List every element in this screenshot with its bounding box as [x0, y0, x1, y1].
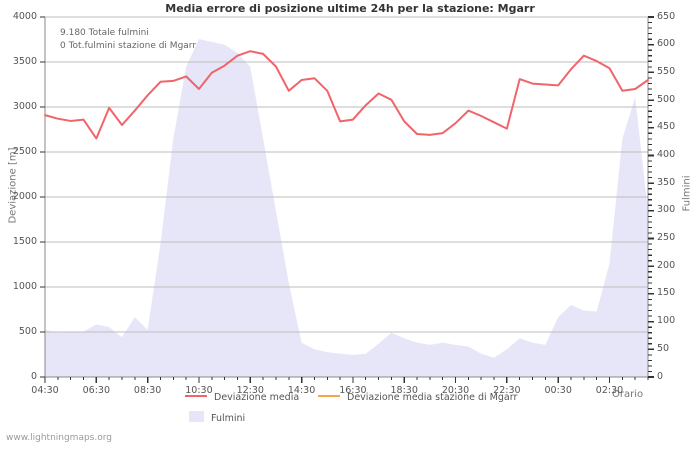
x-axis-tick-1230: 12:30 — [236, 385, 264, 396]
y-axis-left-tick-3500: 3500 — [12, 55, 37, 67]
legend-label-deviazione-media-stazione: Deviazione media stazione di Mgarr — [347, 392, 518, 403]
legend-swatch-fulmini — [189, 411, 204, 422]
x-axis-tick-0430: 04:30 — [31, 385, 59, 396]
y-axis-left-tick-500: 500 — [18, 325, 37, 337]
x-axis-tick-0830: 08:30 — [133, 385, 162, 396]
legend-item-fulmini[interactable]: Fulmini — [185, 411, 245, 424]
y-axis-left-tick-2000: 2000 — [12, 190, 37, 202]
y-axis-right-tick-500: 500 — [657, 93, 676, 105]
y-axis-left-tick-1000: 1000 — [12, 280, 37, 292]
y-axis-left-tick-1500: 1500 — [12, 235, 37, 247]
y-axis-right-tick-450: 450 — [657, 121, 676, 133]
legend-swatch-deviazione-media-stazione — [318, 395, 340, 397]
y-axis-right-tick-0: 0 — [657, 370, 664, 382]
chart-title: Media errore di posizione ultime 24h per… — [165, 2, 535, 15]
y-axis-right-tick-250: 250 — [657, 232, 676, 244]
x-axis-tick-1830: 18:30 — [390, 385, 418, 396]
x-axis-title: Orario — [612, 389, 644, 400]
y-axis-left-tick-3000: 3000 — [12, 100, 37, 112]
x-axis-tick-0030: 00:30 — [544, 385, 572, 396]
y-axis-right-tick-550: 550 — [657, 65, 676, 77]
x-axis-tick-0230: 02:30 — [595, 385, 624, 396]
x-axis-tick-0630: 06:30 — [82, 385, 110, 396]
x-axis-tick-1430: 14:30 — [287, 385, 316, 396]
y-axis-right-tick-350: 350 — [657, 176, 676, 188]
legend-label-deviazione-media: Deviazione media — [214, 392, 300, 403]
y-axis-left-tick-2500: 2500 — [12, 145, 37, 157]
y-axis-left-tick-0: 0 — [30, 370, 37, 382]
legend-item-deviazione-media-stazione[interactable]: Deviazione media stazione di Mgarr — [318, 392, 517, 403]
y-axis-right-tick-600: 600 — [657, 38, 676, 50]
y-axis-left-tick-4000: 4000 — [12, 10, 37, 22]
legend-label-fulmini: Fulmini — [211, 413, 246, 424]
y-axis-right-tick-100: 100 — [657, 315, 676, 327]
annotation-station-lightning: 0 Tot.fulmini stazione di Mgarr — [60, 41, 197, 51]
footer-source: www.lightningmaps.org — [6, 433, 112, 443]
x-axis-tick-1030: 10:30 — [185, 385, 213, 396]
legend-swatch-deviazione-media — [185, 395, 207, 397]
y-axis-right-tick-650: 650 — [657, 10, 676, 22]
x-axis-tick-2230: 22:30 — [493, 385, 521, 396]
legend-item-deviazione-media[interactable]: Deviazione media — [185, 392, 299, 403]
y-axis-right-tick-400: 400 — [657, 148, 676, 160]
annotation-total-lightning: 9.180 Totale fulmini — [60, 28, 149, 38]
y-axis-right-tick-150: 150 — [657, 287, 676, 299]
x-axis-tick-2030: 20:30 — [441, 385, 470, 396]
y-axis-right-tick-300: 300 — [657, 204, 676, 216]
y-axis-right-tick-200: 200 — [657, 259, 676, 271]
x-axis-tick-1630: 16:30 — [339, 385, 367, 396]
y-axis-right-tick-50: 50 — [657, 342, 670, 354]
